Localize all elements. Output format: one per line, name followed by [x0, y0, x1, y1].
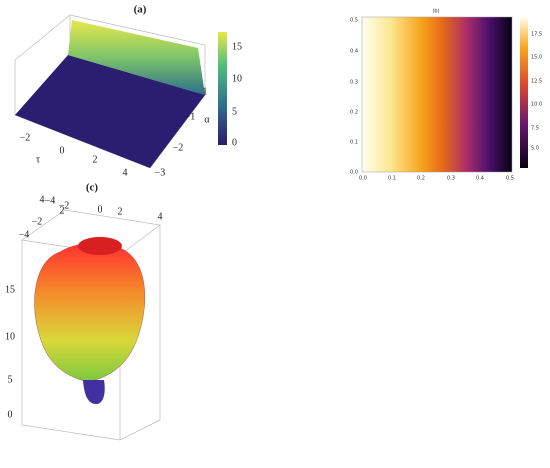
- y-tick-label: 0.4: [350, 49, 358, 55]
- y-tick-label: −2: [173, 142, 184, 153]
- y-tick-label: 0.3: [350, 80, 358, 86]
- tick-label: −2: [59, 200, 70, 211]
- colorbar-tick: 5: [232, 106, 237, 117]
- panel-label: (a): [134, 4, 147, 16]
- y-tick-label: 0.2: [350, 110, 358, 116]
- y-tick-label: 1: [203, 86, 208, 97]
- heatmap: [361, 16, 513, 173]
- x-tick-label: 0.1: [388, 176, 396, 182]
- x-tick-label: 0: [60, 145, 65, 156]
- tick-label: 2: [118, 206, 123, 217]
- surface-tip: [83, 380, 105, 404]
- tick-label: 0: [98, 204, 103, 215]
- colorbar-tick: 15: [232, 41, 242, 52]
- panel-a: [14, 14, 227, 169]
- x-tick-label: 0.2: [417, 176, 425, 182]
- x-tick-label: −2: [20, 132, 31, 143]
- x-axis-label: τ: [36, 154, 40, 165]
- panel-c: [21, 209, 161, 441]
- colorbar-tick: 7.5: [531, 126, 539, 132]
- colorbar-tick: 10.0: [531, 102, 542, 108]
- colorbar-tick: 10: [232, 73, 242, 84]
- x-tick-label: 0.5: [506, 176, 514, 182]
- x-tick-label: 0.4: [476, 176, 484, 182]
- colorbar-tick: 5.0: [531, 146, 539, 152]
- colorbar: [520, 18, 528, 168]
- z-tick-label: 0: [8, 409, 13, 420]
- tick-label: 2: [60, 205, 65, 216]
- tick-label: −2: [32, 216, 43, 227]
- tick-label: −4: [19, 229, 30, 240]
- x-tick-label: 4: [123, 167, 128, 178]
- y-tick-label: 0.1: [350, 140, 358, 146]
- surface-dimple: [78, 237, 122, 255]
- panel-label: (b): [432, 9, 439, 15]
- x-tick-label: 2: [93, 154, 98, 165]
- panel-b: [361, 16, 528, 173]
- y-tick-label: 0.0: [350, 170, 358, 176]
- panel-label: (c): [86, 182, 99, 194]
- z-tick-label: 15: [5, 284, 15, 295]
- colorbar-tick: 0: [232, 137, 237, 148]
- y-tick-label: −1: [185, 111, 196, 122]
- colorbar: [218, 32, 227, 145]
- tick-label: 4: [40, 194, 45, 205]
- x-tick-label: 0.3: [447, 176, 455, 182]
- surface: [34, 242, 145, 383]
- tick-label: −4: [45, 195, 56, 206]
- x-tick-label: 0.0: [359, 176, 367, 182]
- y-tick-label: −3: [155, 167, 166, 178]
- z-tick-label: 10: [5, 331, 15, 342]
- colorbar-tick: 17.5: [531, 32, 542, 38]
- tick-label: 4: [158, 211, 163, 222]
- y-axis-label: α: [204, 114, 210, 125]
- surface-floor: [15, 55, 205, 168]
- surface-ridge: [68, 20, 205, 95]
- y-tick-label: 0.5: [350, 18, 358, 24]
- colorbar-tick: 12.5: [531, 79, 542, 85]
- z-tick-label: 5: [8, 374, 13, 385]
- colorbar-tick: 15.0: [531, 55, 542, 61]
